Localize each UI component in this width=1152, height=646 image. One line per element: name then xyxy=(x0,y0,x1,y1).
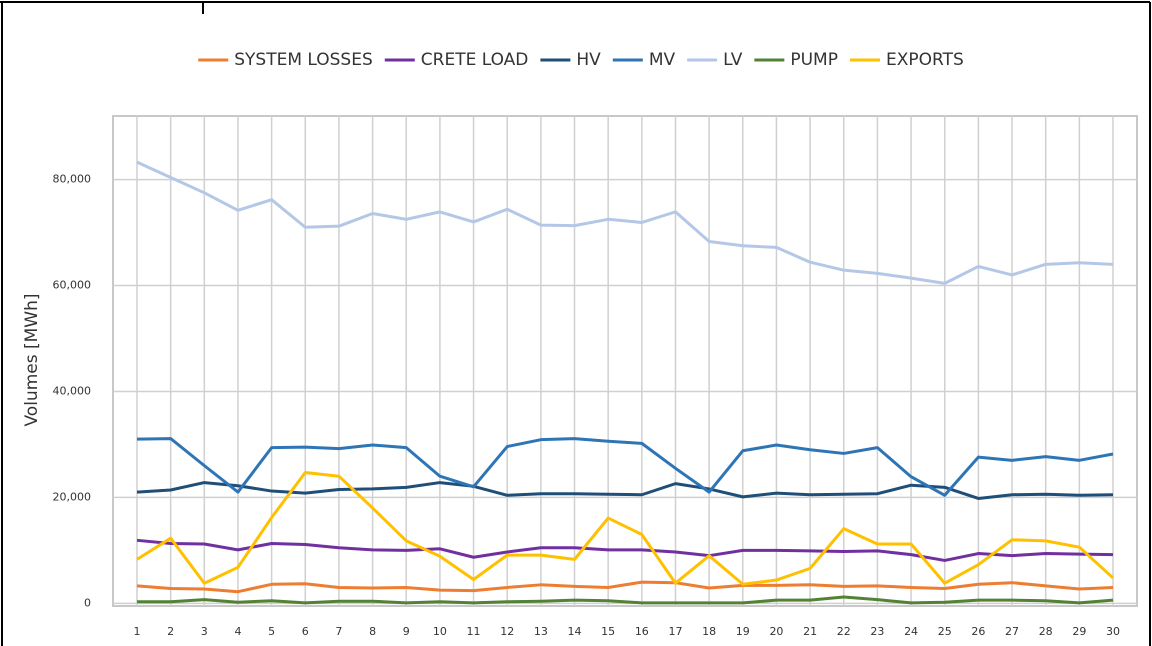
x-tick-label: 28 xyxy=(1039,625,1053,638)
x-tick-label: 3 xyxy=(201,625,208,638)
y-tick-label: 80,000 xyxy=(53,173,92,186)
y-tick-label: 0 xyxy=(84,596,91,609)
legend-label: PUMP xyxy=(790,50,838,70)
x-tick-label: 18 xyxy=(702,625,716,638)
legend-label: CRETE LOAD xyxy=(421,50,529,70)
x-tick-label: 29 xyxy=(1072,625,1086,638)
x-tick-label: 4 xyxy=(234,625,241,638)
x-tick-label: 13 xyxy=(534,625,548,638)
x-tick-label: 26 xyxy=(971,625,985,638)
y-axis-label: Volumes [MWh] xyxy=(22,293,42,426)
x-tick-label: 24 xyxy=(904,625,918,638)
x-tick-label: 1 xyxy=(134,625,141,638)
series-line xyxy=(136,160,1114,285)
x-tick-label: 8 xyxy=(369,625,376,638)
legend-label: HV xyxy=(576,50,601,70)
x-tick-label: 15 xyxy=(601,625,615,638)
x-tick-label: 25 xyxy=(938,625,952,638)
x-tick-label: 14 xyxy=(568,625,582,638)
series-line xyxy=(136,481,1114,500)
x-tick-label: 2 xyxy=(167,625,174,638)
x-tick-label: 6 xyxy=(302,625,309,638)
x-tick-label: 19 xyxy=(736,625,750,638)
x-tick-label: 7 xyxy=(335,625,342,638)
x-tick-label: 21 xyxy=(803,625,817,638)
x-tick-label: 23 xyxy=(870,625,884,638)
x-tick-label: 27 xyxy=(1005,625,1019,638)
y-tick-label: 40,000 xyxy=(53,384,92,397)
x-tick-label: 17 xyxy=(668,625,682,638)
x-tick-label: 5 xyxy=(268,625,275,638)
legend-label: EXPORTS xyxy=(886,50,964,70)
plot-area xyxy=(112,115,1138,607)
y-tick-label: 60,000 xyxy=(53,279,92,292)
x-tick-label: 10 xyxy=(433,625,447,638)
x-tick-label: 22 xyxy=(837,625,851,638)
series-line xyxy=(137,595,1114,605)
legend-label: SYSTEM LOSSES xyxy=(234,50,373,70)
x-tick-label: 20 xyxy=(769,625,783,638)
legend-label: LV xyxy=(723,50,743,70)
x-tick-label: 11 xyxy=(467,625,481,638)
series-line xyxy=(136,437,1114,497)
x-tick-label: 30 xyxy=(1106,625,1120,638)
x-tick-label: 12 xyxy=(500,625,514,638)
series-line xyxy=(136,538,1114,562)
legend-label: MV xyxy=(649,50,676,70)
x-tick-label: 9 xyxy=(403,625,410,638)
y-tick-label: 20,000 xyxy=(53,490,92,503)
x-tick-label: 16 xyxy=(635,625,649,638)
series-line xyxy=(136,580,1114,594)
series-line xyxy=(136,471,1115,586)
